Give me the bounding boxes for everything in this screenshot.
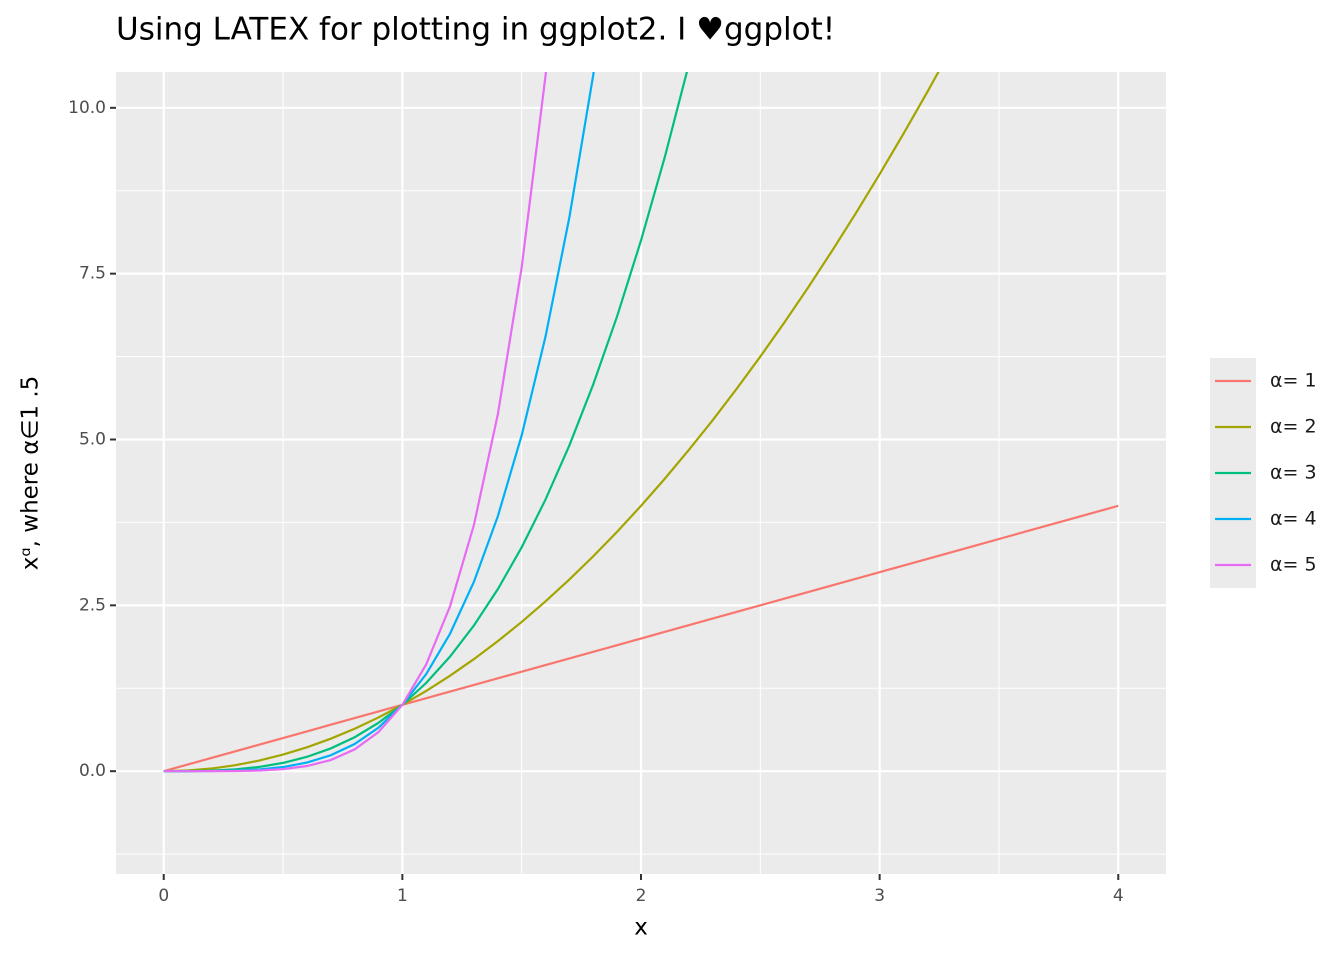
y-tick-label: 7.5	[79, 264, 106, 284]
chart-title: Using LATEX for plotting in ggplot2. I ♥…	[116, 12, 835, 48]
y-tick-label: 2.5	[79, 595, 106, 615]
x-tick-label: 0	[158, 886, 169, 906]
x-axis-label: x	[634, 915, 648, 941]
y-tick-label: 5.0	[79, 430, 106, 450]
y-tick-label: 10.0	[68, 98, 106, 118]
x-tick-label: 1	[397, 886, 408, 906]
series-line	[163, 72, 689, 773]
legend-label: α= 4	[1270, 508, 1317, 530]
legend-label: α= 5	[1270, 554, 1317, 576]
series-line	[163, 72, 940, 773]
grid	[116, 72, 1166, 874]
legend-label: α= 1	[1270, 370, 1317, 392]
series-line	[163, 72, 595, 773]
legend-label: α= 3	[1270, 462, 1317, 484]
x-tick-label: 2	[636, 886, 647, 906]
y-axis-label: xᵅ, where α∈1 .5	[18, 376, 44, 571]
series-line	[163, 72, 548, 773]
legend-label: α= 2	[1270, 416, 1317, 438]
x-tick-label: 4	[1113, 886, 1124, 906]
lines	[163, 72, 1119, 773]
y-tick-label: 0.0	[79, 761, 106, 781]
x-tick-label: 3	[874, 886, 885, 906]
series-line	[163, 504, 1119, 773]
